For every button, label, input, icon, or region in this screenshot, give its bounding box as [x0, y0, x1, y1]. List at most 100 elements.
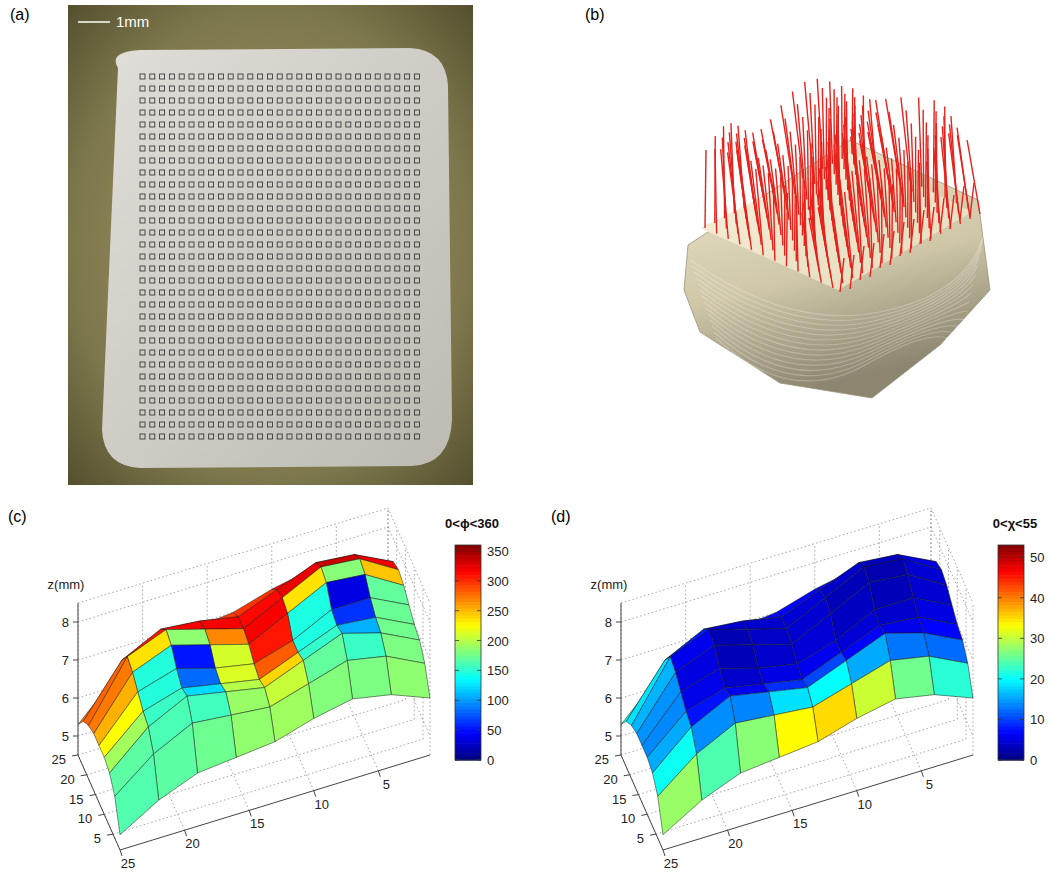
grid-point [346, 278, 351, 283]
grid-point [336, 338, 341, 343]
grid-point [258, 182, 263, 187]
colorbar-tick [455, 640, 459, 641]
grid-point [287, 398, 292, 403]
axis-title: z(mm) [591, 577, 628, 592]
grid-point [150, 86, 155, 91]
grid-point [307, 170, 312, 175]
grid-point [140, 422, 145, 427]
grid-point [258, 266, 263, 271]
grid-point [179, 194, 184, 199]
grid-point [179, 146, 184, 151]
grid-point [228, 374, 233, 379]
grid-point [326, 110, 331, 115]
grid-point [199, 374, 204, 379]
surface-cell [658, 754, 702, 835]
grid-point [160, 278, 165, 283]
grid-point [189, 254, 194, 259]
grid-point [199, 302, 204, 307]
grid-point [297, 374, 302, 379]
tick-label: 25 [52, 752, 66, 767]
colorbar-tick-label: 200 [487, 634, 509, 649]
grid-point [189, 134, 194, 139]
grid-point [307, 194, 312, 199]
grid-point [179, 350, 184, 355]
photo-background [68, 5, 473, 485]
grid-point [365, 254, 370, 259]
grid-point [150, 350, 155, 355]
grid-point [385, 374, 390, 379]
grid-point [150, 134, 155, 139]
grid-point [258, 206, 263, 211]
grid-point [336, 134, 341, 139]
normal-vector [867, 122, 879, 186]
grid-point [189, 410, 194, 415]
grid-point [218, 422, 223, 427]
grid-point [238, 134, 243, 139]
grid-point [336, 290, 341, 295]
grid-point [414, 386, 419, 391]
grid-point [209, 182, 214, 187]
grid-point [277, 86, 282, 91]
grid-point [258, 254, 263, 259]
grid-point [297, 194, 302, 199]
grid-point [316, 290, 321, 295]
grid-point [365, 86, 370, 91]
grid-point [169, 74, 174, 79]
grid-point [414, 278, 419, 283]
grid-point [385, 278, 390, 283]
grid-point [277, 410, 282, 415]
grid-point [238, 422, 243, 427]
grid-point [160, 170, 165, 175]
grid-point [414, 74, 419, 79]
grid-point [189, 362, 194, 367]
grid-point [365, 242, 370, 247]
surface-cell [735, 715, 779, 773]
grid-point [179, 230, 184, 235]
grid-point [346, 350, 351, 355]
grid-point [218, 302, 223, 307]
grid-point [277, 290, 282, 295]
grid-point [326, 410, 331, 415]
grid-point [395, 314, 400, 319]
grid-point [218, 98, 223, 103]
grid-point [189, 302, 194, 307]
grid-point [258, 110, 263, 115]
grid-point [326, 230, 331, 235]
surface-cell [743, 617, 787, 629]
grid-point [169, 170, 174, 175]
tick [624, 775, 630, 776]
grid-point [336, 266, 341, 271]
grid-point [209, 338, 214, 343]
tick [616, 660, 621, 661]
grid-point [375, 338, 380, 343]
grid-point [356, 338, 361, 343]
grid-point [160, 362, 165, 367]
grid-point [277, 158, 282, 163]
grid-point [179, 290, 184, 295]
grid-point [287, 110, 292, 115]
grid-point [326, 170, 331, 175]
grid-point [277, 122, 282, 127]
grid-point [199, 350, 204, 355]
grid-point [375, 254, 380, 259]
tick [81, 775, 87, 776]
grid-point [140, 194, 145, 199]
grid-point [287, 158, 292, 163]
grid-point [258, 314, 263, 319]
grid-point [307, 134, 312, 139]
grid-point [218, 122, 223, 127]
grid-point [218, 314, 223, 319]
grid-point [209, 218, 214, 223]
grid-point [267, 410, 272, 415]
tick-label: 20 [60, 772, 74, 787]
grid-point [199, 254, 204, 259]
colorbar-tick-label: 50 [1030, 550, 1044, 565]
grid-point [248, 182, 253, 187]
normal-vector [705, 150, 706, 228]
grid-point [258, 410, 263, 415]
grid-point [277, 74, 282, 79]
grid-point [179, 326, 184, 331]
grid-point [218, 182, 223, 187]
grid-point [169, 422, 174, 427]
tick-label: 20 [603, 772, 617, 787]
